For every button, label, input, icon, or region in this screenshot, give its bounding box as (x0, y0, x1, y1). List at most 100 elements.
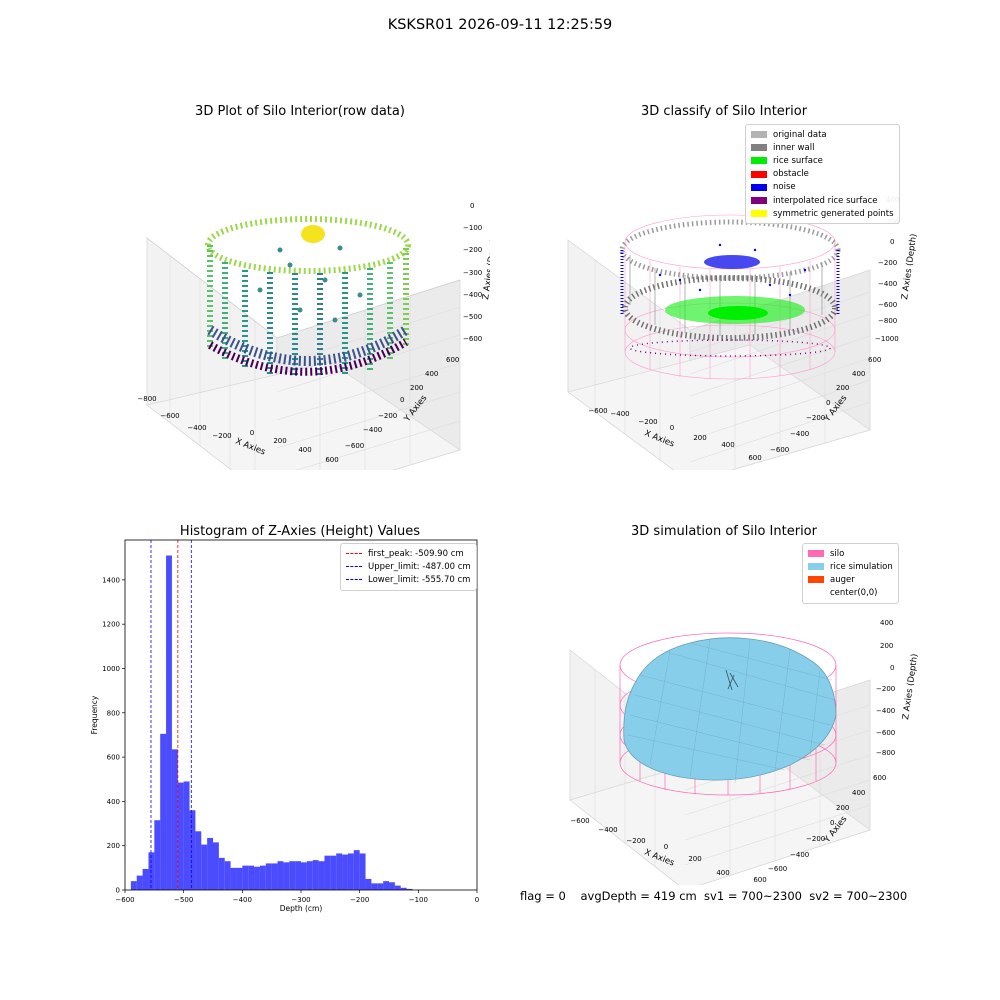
legend-item-inner-wall: inner wall (751, 141, 894, 154)
simulation-3d-plot: −600 −400 −200 0 200 400 600 X Axies −60… (569, 619, 920, 885)
classify-axes-box (567, 239, 871, 470)
legend-item-rice-simulation: rice simulation (808, 560, 893, 573)
svg-text:−200: −200 (212, 432, 231, 440)
histogram-bar (383, 881, 389, 890)
histogram-bar (248, 865, 255, 890)
histogram-title: Histogram of Z-Axies (Height) Values (179, 524, 421, 539)
raw-z-label: Z Axies (Depth) (481, 233, 490, 300)
svg-text:−300: −300 (463, 269, 482, 277)
svg-text:400: 400 (298, 446, 311, 454)
histogram-bar (400, 887, 407, 890)
svg-text:400: 400 (852, 789, 865, 797)
histogram-bar (171, 749, 178, 890)
histogram-bar (365, 878, 372, 890)
histogram-bar (195, 831, 202, 890)
svg-text:−200: −200 (878, 259, 897, 267)
histogram-bar (353, 850, 360, 890)
classify-x-ticks: −600 −400 −200 0 200 400 600 (588, 407, 761, 462)
svg-text:0: 0 (664, 843, 668, 851)
svg-text:−600: −600 (463, 335, 482, 343)
svg-text:−600: −600 (876, 729, 895, 737)
svg-text:0: 0 (890, 664, 894, 672)
classify-point-cloud (619, 214, 841, 380)
histogram-bar (406, 888, 413, 890)
svg-text:−600: −600 (588, 407, 607, 415)
y-tick-label: 1400 (102, 576, 120, 584)
legend-swatch (751, 157, 767, 165)
svg-text:400: 400 (721, 441, 734, 449)
legend-item-obstacle: obstacle (751, 168, 894, 181)
histogram-bar (148, 852, 155, 890)
classify-plot-title: 3D classify of Silo Interior (640, 104, 808, 119)
svg-text:600: 600 (753, 876, 766, 884)
histogram-bar (295, 861, 301, 890)
x-tick-label: −100 (409, 896, 428, 904)
svg-text:400: 400 (852, 370, 865, 378)
histogram-bar (359, 853, 366, 890)
svg-text:−400: −400 (187, 424, 206, 432)
legend-item-original-data: original data (751, 128, 894, 141)
svg-text:0: 0 (670, 424, 674, 432)
x-tick-label: −500 (174, 896, 193, 904)
svg-text:−600: −600 (570, 817, 589, 825)
svg-text:−200: −200 (378, 412, 397, 420)
histogram-bar (347, 853, 354, 890)
svg-text:600: 600 (446, 356, 459, 364)
histogram-y-ticks: 0 200 400 600 800 1000 1200 1400 (102, 576, 125, 895)
histogram-chart: −600 −500 −400 −300 −200 −100 0 0 200 400 600 800 1… (90, 539, 479, 913)
classify-z-label: Z Axies (Depth) (900, 233, 919, 300)
histogram-bar (224, 861, 231, 890)
y-tick-label: 400 (107, 798, 120, 806)
auger-marker (725, 669, 739, 691)
svg-text:400: 400 (425, 370, 438, 378)
legend-swatch (808, 576, 824, 584)
histogram-bar (207, 837, 213, 890)
histogram-bar (160, 733, 167, 890)
svg-text:−800: −800 (878, 317, 897, 325)
svg-text:−400: −400 (790, 851, 809, 859)
svg-text:−600: −600 (770, 446, 789, 454)
histogram-bar (236, 867, 243, 890)
histogram-bar (336, 853, 343, 890)
simulation-y-ticks: −600 −400 −200 0 200 400 600 (768, 774, 886, 873)
svg-text:−400: −400 (363, 426, 382, 434)
legend-swatch (808, 563, 824, 571)
y-tick-label: 800 (107, 709, 120, 717)
classify-y-ticks: −600 −400 −200 0 200 400 600 (770, 356, 881, 454)
histogram-bar (289, 861, 296, 890)
histogram-bar (342, 854, 348, 890)
svg-text:−400: −400 (610, 410, 629, 418)
histogram-bar (230, 867, 237, 890)
histogram-bar (283, 862, 290, 890)
legend-item-first-peak: first_peak: -509.90 cm (346, 547, 471, 560)
histogram-bar (142, 868, 149, 890)
raw-x-ticks: −800 −600 −400 −200 0 200 400 600 (137, 395, 338, 464)
histogram-bar (377, 883, 384, 890)
svg-text:600: 600 (748, 454, 761, 462)
status-footer: flag = 0 avgDepth = 419 cm sv1 = 700~230… (520, 889, 908, 903)
histogram-legend: first_peak: -509.90 cm Upper_limit: -487… (340, 543, 477, 591)
svg-text:200: 200 (410, 384, 423, 392)
simulation-legend: silo rice simulation auger center(0,0) (802, 543, 899, 604)
histogram-bar (130, 881, 137, 890)
histogram-bar (324, 855, 331, 890)
svg-text:−100: −100 (463, 224, 482, 232)
svg-text:0: 0 (830, 819, 834, 827)
histogram-bar (277, 861, 284, 890)
rice-surface-mesh (627, 639, 836, 784)
raw-3d-plot: −800 −600 −400 −200 0 200 400 600 X Axie… (137, 202, 490, 470)
histogram-bar (259, 865, 266, 890)
histogram-bar (371, 883, 378, 890)
histogram-bar (242, 865, 249, 890)
svg-text:−200: −200 (876, 685, 895, 693)
histogram-bar (271, 863, 278, 890)
svg-text:200: 200 (836, 384, 849, 392)
svg-text:200: 200 (880, 642, 893, 650)
y-tick-label: 200 (107, 842, 120, 850)
histogram-bar (394, 885, 401, 890)
histogram-bar (154, 820, 161, 890)
legend-item-rice-surface: rice surface (751, 154, 894, 167)
svg-text:600: 600 (325, 456, 338, 464)
raw-y-ticks: −600 −400 −200 0 200 400 600 (345, 356, 459, 450)
svg-text:−400: −400 (598, 826, 617, 834)
